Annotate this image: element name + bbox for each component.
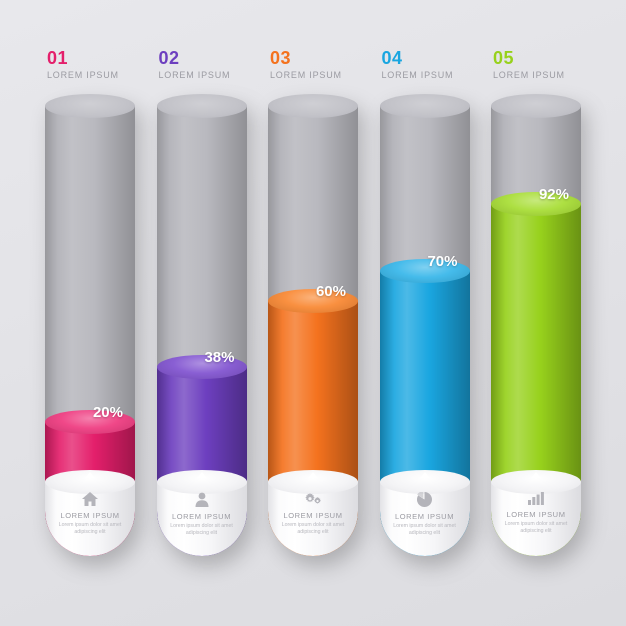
footer-notch xyxy=(420,472,430,478)
footer-content: LOREM IPSUM Lorem ipsum dolor sit amet a… xyxy=(268,492,358,535)
footer-notch xyxy=(308,472,318,478)
column-header: 02 LOREM IPSUM xyxy=(157,48,247,80)
footer-block: LOREM IPSUM Lorem ipsum dolor sit amet a… xyxy=(157,470,247,556)
cylinder-top-cap xyxy=(45,94,135,118)
column-header: 03 LOREM IPSUM xyxy=(268,48,358,80)
infographic-stage: 01 LOREM IPSUM 20% LOREM xyxy=(0,0,626,626)
column-title: LOREM IPSUM xyxy=(382,70,470,80)
column-number: 04 xyxy=(382,48,470,69)
footer-title: LOREM IPSUM xyxy=(45,511,135,520)
cylinder: 92% LOREM IPSUM Lorem ipsum dolor sit am… xyxy=(491,94,581,556)
cylinder-body: 20% LOREM IPSUM Lorem ipsum dolor sit am… xyxy=(45,106,135,556)
column-number: 03 xyxy=(270,48,358,69)
cylinder-top-cap xyxy=(491,94,581,118)
column-01: 01 LOREM IPSUM 20% LOREM xyxy=(45,48,135,556)
footer-desc: Lorem ipsum dolor sit amet adipiscing el… xyxy=(380,523,470,536)
percent-label: 20% xyxy=(93,404,123,421)
footer-notch xyxy=(197,472,207,478)
bars-icon xyxy=(528,492,544,505)
column-header: 05 LOREM IPSUM xyxy=(491,48,581,80)
cylinder: 20% LOREM IPSUM Lorem ipsum dolor sit am… xyxy=(45,94,135,556)
footer-block: LOREM IPSUM Lorem ipsum dolor sit amet a… xyxy=(380,470,470,556)
footer-title: LOREM IPSUM xyxy=(268,511,358,520)
column-header: 01 LOREM IPSUM xyxy=(45,48,135,80)
cylinder-top-cap xyxy=(157,94,247,118)
cylinder: 70% LOREM IPSUM Lorem ipsum dolor sit am… xyxy=(380,94,470,556)
footer-desc: Lorem ipsum dolor sit amet adipiscing el… xyxy=(157,523,247,536)
percent-label: 92% xyxy=(539,186,569,203)
column-header: 04 LOREM IPSUM xyxy=(380,48,470,80)
footer-content: LOREM IPSUM Lorem ipsum dolor sit amet a… xyxy=(380,492,470,536)
column-04: 04 LOREM IPSUM 70% xyxy=(380,48,470,556)
footer-block: LOREM IPSUM Lorem ipsum dolor sit amet a… xyxy=(268,470,358,556)
cylinder-body: 38% LOREM IPSUM Lorem ipsum dolor sit am… xyxy=(157,106,247,556)
column-title: LOREM IPSUM xyxy=(270,70,358,80)
column-title: LOREM IPSUM xyxy=(159,70,247,80)
footer-title: LOREM IPSUM xyxy=(380,512,470,521)
percent-label: 70% xyxy=(427,253,457,270)
cylinder-top-cap xyxy=(268,94,358,118)
column-title: LOREM IPSUM xyxy=(47,70,135,80)
footer-desc: Lorem ipsum dolor sit amet adipiscing el… xyxy=(491,521,581,534)
column-number: 05 xyxy=(493,48,581,69)
cylinder-top-cap xyxy=(380,94,470,118)
cylinder-body: 92% LOREM IPSUM Lorem ipsum dolor sit am… xyxy=(491,106,581,556)
cylinder-body: 70% LOREM IPSUM Lorem ipsum dolor sit am… xyxy=(380,106,470,556)
footer-notch xyxy=(531,472,541,478)
gears-icon xyxy=(304,492,322,506)
column-number: 02 xyxy=(159,48,247,69)
cylinder: 60% LOREM IPSUM Lorem ipsum dolor sit am… xyxy=(268,94,358,556)
columns-row: 01 LOREM IPSUM 20% LOREM xyxy=(45,48,581,556)
pie-chart-icon xyxy=(417,492,432,507)
column-02: 02 LOREM IPSUM 38% xyxy=(157,48,247,556)
footer-content: LOREM IPSUM Lorem ipsum dolor sit amet a… xyxy=(157,492,247,536)
footer-content: LOREM IPSUM Lorem ipsum dolor sit amet a… xyxy=(45,492,135,535)
percent-label: 38% xyxy=(204,349,234,366)
cylinder-body: 60% LOREM IPSUM Lorem ipsum dolor sit am… xyxy=(268,106,358,556)
column-05: 05 LOREM IPSUM 92% xyxy=(491,48,581,556)
footer-title: LOREM IPSUM xyxy=(157,512,247,521)
footer-notch xyxy=(85,472,95,478)
footer-title: LOREM IPSUM xyxy=(491,510,581,519)
column-number: 01 xyxy=(47,48,135,69)
footer-desc: Lorem ipsum dolor sit amet adipiscing el… xyxy=(268,522,358,535)
footer-content: LOREM IPSUM Lorem ipsum dolor sit amet a… xyxy=(491,492,581,534)
cylinder: 38% LOREM IPSUM Lorem ipsum dolor sit am… xyxy=(157,94,247,556)
home-icon xyxy=(82,492,98,506)
column-03: 03 LOREM IPSUM 60% xyxy=(268,48,358,556)
footer-block: LOREM IPSUM Lorem ipsum dolor sit amet a… xyxy=(45,470,135,556)
percent-label: 60% xyxy=(316,283,346,300)
footer-desc: Lorem ipsum dolor sit amet adipiscing el… xyxy=(45,522,135,535)
column-title: LOREM IPSUM xyxy=(493,70,581,80)
user-icon xyxy=(195,492,209,507)
footer-block: LOREM IPSUM Lorem ipsum dolor sit amet a… xyxy=(491,470,581,556)
